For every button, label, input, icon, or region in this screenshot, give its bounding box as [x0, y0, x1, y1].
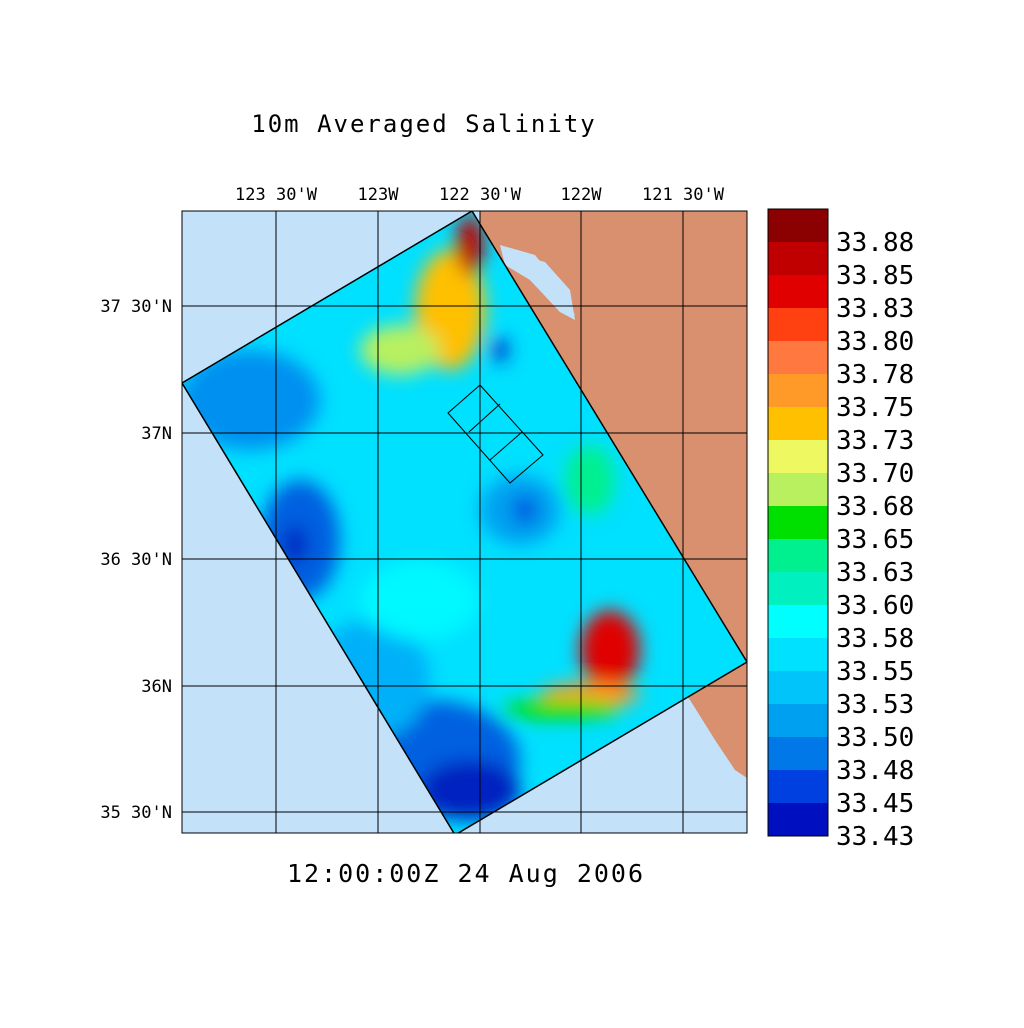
colorbar-bin [768, 440, 828, 474]
colorbar-bin [768, 770, 828, 804]
longitude-label: 123 30'W [235, 185, 318, 205]
colorbar-label: 33.55 [836, 657, 914, 687]
colorbar-bin [768, 473, 828, 507]
longitude-label: 122W [561, 185, 603, 205]
latitude-label: 37 30'N [100, 297, 172, 317]
colorbar-label: 33.58 [836, 624, 914, 654]
colorbar-label: 33.60 [836, 591, 914, 621]
graticule [182, 211, 747, 833]
colorbar-bin [768, 638, 828, 672]
colorbar: 33.8833.8533.8333.8033.7833.7533.7333.70… [767, 208, 914, 852]
colorbar-bin [768, 803, 828, 837]
colorbar-bin [768, 209, 828, 243]
domain-outline [182, 211, 747, 833]
subdomain-box [447, 384, 544, 484]
latitude-labels: 37 30'N 37N 36 30'N 36N 35 30'N [100, 297, 172, 823]
colorbar-label: 33.88 [836, 228, 914, 258]
latitude-label: 37N [141, 424, 172, 444]
colorbar-label: 33.80 [836, 327, 914, 357]
colorbar-label: 33.68 [836, 492, 914, 522]
title: 10m Averaged Salinity [251, 110, 596, 138]
colorbar-label: 33.53 [836, 690, 914, 720]
colorbar-label: 33.70 [836, 459, 914, 489]
longitude-label: 121 30'W [642, 185, 725, 205]
timestamp: 12:00:00Z 24 Aug 2006 [287, 859, 645, 888]
colorbar-bin [768, 506, 828, 540]
colorbar-label: 33.78 [836, 360, 914, 390]
colorbar-bin [768, 605, 828, 639]
colorbar-label: 33.83 [836, 294, 914, 324]
colorbar-bin [768, 737, 828, 771]
colorbar-label: 33.50 [836, 723, 914, 753]
colorbar-bin [768, 572, 828, 606]
colorbar-bin [768, 671, 828, 705]
colorbar-bin [768, 242, 828, 276]
longitude-label: 123W [358, 185, 400, 205]
colorbar-label: 33.65 [836, 525, 914, 555]
colorbar-label: 33.43 [836, 822, 914, 852]
colorbar-bin [768, 341, 828, 375]
colorbar-bin [768, 308, 828, 342]
latitude-label: 36 30'N [100, 550, 172, 570]
colorbar-label: 33.85 [836, 261, 914, 291]
map-area [182, 211, 747, 833]
latitude-label: 36N [141, 677, 172, 697]
map-frame [181, 210, 748, 834]
colorbar-bin [768, 275, 828, 309]
latitude-label: 35 30'N [100, 803, 172, 823]
colorbar-bin [768, 704, 828, 738]
colorbar-label: 33.48 [836, 756, 914, 786]
colorbar-bin [768, 539, 828, 573]
colorbar-label: 33.45 [836, 789, 914, 819]
colorbar-label: 33.73 [836, 426, 914, 456]
colorbar-frame [767, 208, 829, 837]
bay [500, 245, 575, 315]
colorbar-label: 33.75 [836, 393, 914, 423]
colorbar-label: 33.63 [836, 558, 914, 588]
longitude-label: 122 30'W [439, 185, 522, 205]
longitude-labels: 123 30'W 123W 122 30'W 122W 121 30'W [235, 185, 725, 205]
colorbar-bin [768, 407, 828, 441]
colorbar-bin [768, 374, 828, 408]
